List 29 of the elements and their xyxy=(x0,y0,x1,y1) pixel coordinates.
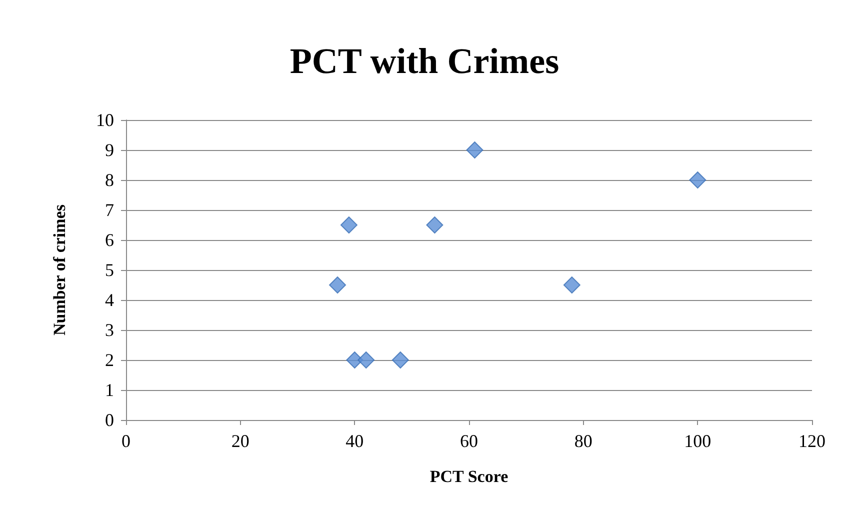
point xyxy=(466,142,484,158)
chart-title: PCT with Crimes xyxy=(290,41,560,81)
point xyxy=(563,276,580,294)
x-tick-label: 0 xyxy=(122,431,130,451)
y-tick-label: 0 xyxy=(105,410,114,430)
point xyxy=(329,276,346,294)
point xyxy=(358,352,375,368)
x-tick-label: 20 xyxy=(231,431,250,451)
x-tick-label: 60 xyxy=(460,431,478,451)
y-tick-label: 2 xyxy=(105,350,114,370)
point xyxy=(340,216,358,234)
x-tick-label: 80 xyxy=(574,431,592,451)
y-tick-label: 10 xyxy=(96,110,114,130)
y-tick-label: 8 xyxy=(105,170,114,190)
y-tick-label: 7 xyxy=(105,200,114,220)
point xyxy=(689,172,706,188)
x-axis-title: PCT Score xyxy=(430,467,509,486)
x-tick-label: 120 xyxy=(798,431,826,451)
y-tick-label: 4 xyxy=(105,290,114,310)
y-tick-label: 5 xyxy=(105,260,114,280)
y-tick-label: 9 xyxy=(105,140,114,160)
x-tick-label: 40 xyxy=(346,431,364,451)
point xyxy=(426,216,444,234)
y-axis-title: Number of crimes xyxy=(50,204,69,336)
y-tick-label: 3 xyxy=(105,320,114,340)
y-tick-label: 1 xyxy=(105,380,114,400)
y-tick-label: 6 xyxy=(105,230,114,250)
point xyxy=(392,352,409,368)
x-tick-label: 100 xyxy=(684,431,712,451)
